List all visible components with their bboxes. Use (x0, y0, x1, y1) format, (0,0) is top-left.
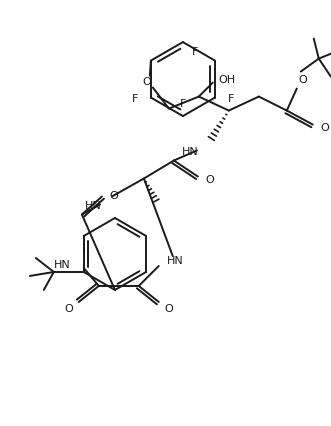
Text: O: O (143, 76, 151, 86)
Text: OH: OH (219, 75, 236, 84)
Text: F: F (131, 93, 138, 104)
Text: HN: HN (85, 200, 102, 210)
Text: F: F (180, 99, 186, 109)
Text: HN: HN (54, 259, 71, 269)
Text: F: F (228, 93, 234, 104)
Text: HN: HN (182, 146, 199, 156)
Text: F: F (192, 47, 198, 57)
Text: HN: HN (167, 255, 183, 265)
Text: O: O (64, 303, 73, 313)
Text: O: O (206, 174, 214, 184)
Text: O: O (109, 190, 118, 200)
Text: O: O (165, 303, 173, 313)
Text: O: O (299, 75, 307, 84)
Text: O: O (321, 122, 330, 132)
